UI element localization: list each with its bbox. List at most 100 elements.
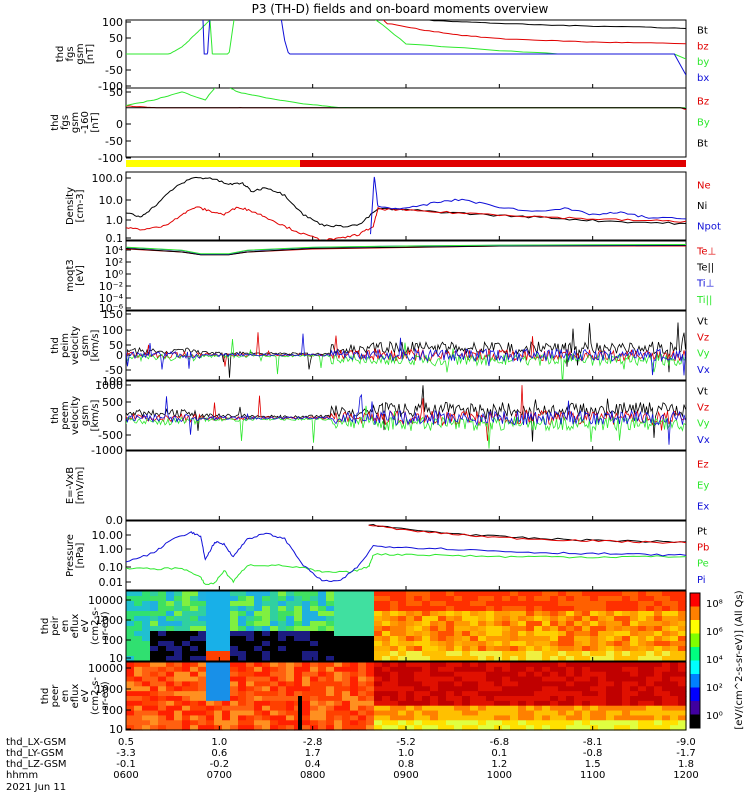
- peer-heat-cell: [534, 671, 543, 678]
- peir-heat-cell: [486, 631, 495, 637]
- peer-heat-cell: [286, 696, 295, 702]
- peir-heat-cell: [550, 626, 559, 632]
- peir-heat-cell: [414, 646, 423, 652]
- peem-ylabel-line: thd: [50, 407, 61, 424]
- peir-heat-cell: [622, 651, 631, 657]
- peer-heat-cell: [166, 691, 175, 697]
- peer-heat-cell: [190, 686, 199, 692]
- peer-ylabel-line: (cm2-s-: [90, 677, 101, 715]
- peer-heat-cell: [534, 686, 543, 692]
- peir-heat-cell: [542, 621, 551, 627]
- peer-heat-cell: [558, 720, 567, 726]
- peir-heat-cell: [550, 641, 559, 647]
- peer-heat-cell: [374, 720, 383, 726]
- peer-heat-cell: [582, 725, 591, 731]
- peir-heat-cell: [230, 646, 239, 652]
- peer-heat-cell: [350, 710, 359, 717]
- peer-heat-cell: [142, 696, 151, 702]
- peir-heat-cell: [382, 636, 391, 642]
- peir-heat-cell: [566, 606, 575, 612]
- peir-heat-cell: [254, 651, 263, 657]
- peer-heat-cell: [502, 725, 511, 731]
- pressure-ytick-label: 0.10: [99, 561, 124, 574]
- peer-heat-cell: [606, 715, 615, 721]
- peer-heat-cell: [486, 662, 495, 668]
- peem-series-Vt: [126, 385, 686, 442]
- peer-heat-cell: [678, 686, 687, 692]
- pressure-series-Pe: [126, 553, 686, 586]
- peer-heat-cell: [294, 662, 303, 668]
- peer-heat-cell: [390, 710, 399, 717]
- peir-heat-cell: [398, 606, 407, 612]
- peer-heat-cell: [446, 666, 455, 673]
- peer-heat-cell: [406, 705, 415, 712]
- peir-heat-cell: [262, 646, 271, 652]
- peer-heat-cell: [310, 715, 319, 721]
- peer-heat-cell: [206, 681, 215, 687]
- peer-heat-cell: [662, 696, 671, 702]
- peer-heat-cell: [286, 691, 295, 697]
- peir-heat-cell: [366, 656, 375, 662]
- peer-heat-cell: [126, 710, 135, 717]
- peir-heat-cell: [294, 606, 303, 612]
- peir-heat-cell: [318, 591, 327, 597]
- peir-heat-cell: [358, 606, 367, 612]
- peir-heat-cell: [574, 611, 583, 617]
- peer-heat-cell: [382, 681, 391, 687]
- peer-heat-cell: [454, 696, 463, 702]
- peir-heat-cell: [294, 596, 303, 602]
- peer-heat-cell: [166, 720, 175, 726]
- peir-heat-cell: [398, 641, 407, 647]
- peer-heat-cell: [286, 671, 295, 678]
- peer-heat-cell: [198, 676, 207, 683]
- peer-heat-cell: [390, 666, 399, 673]
- peer-heat-cell: [510, 686, 519, 692]
- peer-heat-cell: [334, 696, 343, 702]
- peir-heat-cell: [670, 596, 679, 602]
- peer-heat-cell: [670, 662, 679, 668]
- peim-ylabel-line: [km/s]: [90, 329, 101, 361]
- peer-heat-cell: [622, 696, 631, 702]
- pressure-legend-0: Pt: [697, 527, 707, 538]
- peir-heat-cell: [334, 606, 343, 612]
- peer-heat-cell: [222, 666, 231, 673]
- peir-heat-cell: [150, 656, 159, 662]
- peer-heat-cell: [230, 720, 239, 726]
- peer-heat-cell: [238, 696, 247, 702]
- peir-heat-cell: [302, 616, 311, 622]
- peer-heat-cell: [622, 671, 631, 678]
- peer-heat-cell: [550, 686, 559, 692]
- peer-heat-cell: [678, 662, 687, 668]
- peer-ytick-label: 100: [102, 704, 123, 717]
- peer-heat-cell: [134, 691, 143, 697]
- peir-heat-cell: [190, 636, 199, 642]
- peer-heat-cell: [134, 676, 143, 683]
- peir-heat-cell: [638, 606, 647, 612]
- peir-heat-cell: [134, 646, 143, 652]
- peer-heat-cell: [406, 681, 415, 687]
- peir-heat-cell: [486, 636, 495, 642]
- peir-heat-cell: [206, 596, 215, 602]
- peer-heat-cell: [286, 725, 295, 731]
- peer-heat-cell: [318, 710, 327, 717]
- peer-heat-cell: [438, 686, 447, 692]
- peer-heat-cell: [446, 691, 455, 697]
- peer-heat-cell: [606, 725, 615, 731]
- peir-heat-cell: [462, 601, 471, 607]
- fgs2-ylabel-line: fgs: [60, 115, 71, 130]
- peer-heat-cell: [222, 681, 231, 687]
- fgs2-frame: [125, 87, 687, 158]
- peer-heat-cell: [510, 705, 519, 712]
- peir-heat-cell: [366, 601, 375, 607]
- peir-heat-cell: [422, 591, 431, 597]
- colorbar-segment: [690, 633, 700, 648]
- peir-heat-cell: [342, 631, 351, 637]
- peer-heat-cell: [334, 720, 343, 726]
- peer-heat-cell: [526, 720, 535, 726]
- peer-heat-cell: [358, 666, 367, 673]
- peim-ytick-label: 50: [109, 339, 123, 352]
- peer-heat-cell: [358, 700, 367, 707]
- peer-heat-cell: [558, 666, 567, 673]
- peer-heat-cell: [278, 666, 287, 673]
- peer-heat-cell: [534, 666, 543, 673]
